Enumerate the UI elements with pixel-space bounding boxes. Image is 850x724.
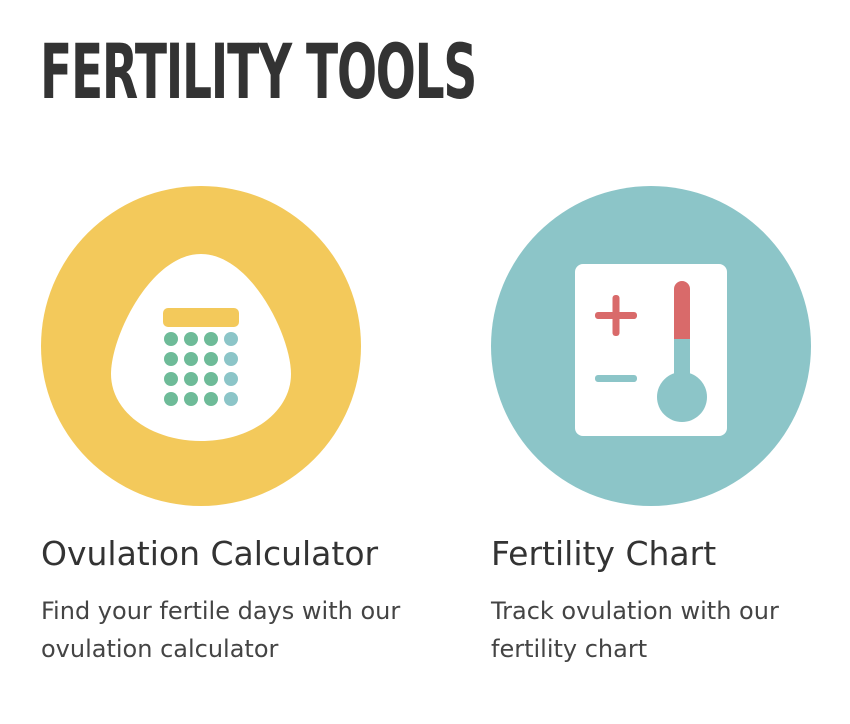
ovulation-calculator-card[interactable]: Ovulation Calculator Find your fertile d…: [41, 186, 441, 668]
calculator-key: [184, 352, 198, 366]
calculator-key: [224, 332, 238, 346]
calculator-key: [164, 392, 178, 406]
thermometer-chart-icon[interactable]: [491, 186, 811, 506]
tool-description: Find your fertile days with our ovulatio…: [41, 597, 401, 663]
calculator-display: [163, 308, 239, 327]
page-title: FERTILITY TOOLS: [40, 27, 477, 116]
fertility-chart-card[interactable]: Fertility Chart Track ovulation with our…: [491, 186, 850, 668]
calculator-key: [224, 352, 238, 366]
tool-description: Track ovulation with our fertility chart: [491, 597, 779, 663]
calculator-key: [204, 392, 218, 406]
calculator-key: [204, 332, 218, 346]
calculator-key: [224, 372, 238, 386]
thermometer-bulb: [657, 372, 707, 422]
calculator-key: [164, 372, 178, 386]
calculator-key: [184, 372, 198, 386]
calculator-key: [204, 352, 218, 366]
thermometer-red-segment: [674, 281, 690, 349]
tool-title: Ovulation Calculator: [41, 534, 379, 573]
chart-card: [575, 264, 727, 436]
tool-title: Fertility Chart: [491, 534, 717, 573]
calculator-keys: [164, 332, 238, 406]
calculator-key: [164, 332, 178, 346]
egg-shape: [111, 254, 291, 441]
calculator-key: [184, 332, 198, 346]
calculator-key: [184, 392, 198, 406]
minus-sign: [595, 375, 637, 382]
egg-calculator-icon[interactable]: [41, 186, 361, 506]
calculator-key: [224, 392, 238, 406]
plus-sign-vertical: [612, 295, 620, 336]
calculator-key: [164, 352, 178, 366]
calculator-key: [204, 372, 218, 386]
